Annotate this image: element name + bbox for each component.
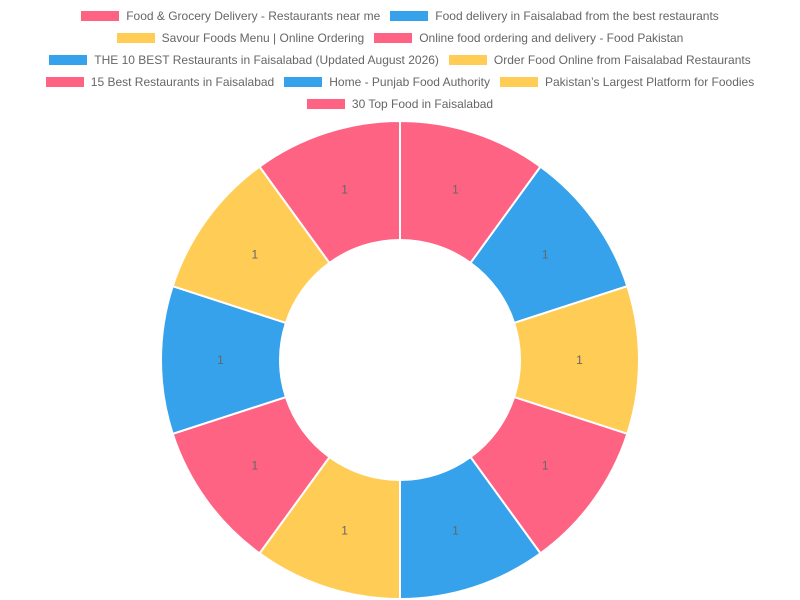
legend-label: Savour Foods Menu | Online Ordering [161,31,365,45]
slice-value-label: 1 [576,353,583,367]
slice-value-label: 1 [341,524,348,538]
slice-value-label: 1 [251,459,258,473]
legend-item[interactable]: 30 Top Food in Faisalabad [306,93,494,115]
legend-swatch [49,55,88,65]
legend-item[interactable]: Online food ordering and delivery - Food… [374,27,683,49]
legend-swatch [116,33,155,43]
slice-value-label: 1 [341,182,348,196]
legend-label: Order Food Online from Faisalabad Restau… [493,53,751,67]
slice-label-group: 1 1 1 1 1 1 1 1 1 1 [217,182,583,537]
legend-item[interactable]: Food delivery in Faisalabad from the bes… [390,5,719,27]
legend-item[interactable]: Order Food Online from Faisalabad Restau… [448,49,751,71]
legend-item[interactable]: THE 10 BEST Restaurants in Faisalabad (U… [49,49,439,71]
legend-swatch [390,11,429,21]
legend-swatch [306,99,345,109]
slice-value-label: 1 [542,247,549,261]
legend-swatch [45,77,84,87]
legend-swatch [81,11,120,21]
legend-label: THE 10 BEST Restaurants in Faisalabad (U… [94,53,439,67]
legend-label: Pakistan’s Largest Platform for Foodies [545,75,755,89]
legend-swatch [374,33,413,43]
legend-swatch [448,55,487,65]
doughnut-slice[interactable] [258,119,401,265]
chart-legend: Food & Grocery Delivery - Restaurants ne… [0,5,800,115]
legend-item[interactable]: Savour Foods Menu | Online Ordering [116,27,365,49]
legend-label: Food & Grocery Delivery - Restaurants ne… [126,9,381,23]
slice-value-label: 1 [217,353,224,367]
legend-swatch [284,77,323,87]
slice-value-label: 1 [452,524,459,538]
legend-item[interactable]: Home - Punjab Food Authority [284,71,490,93]
legend-label: Food delivery in Faisalabad from the bes… [435,9,719,23]
legend-item[interactable]: 15 Best Restaurants in Faisalabad [45,71,275,93]
slice-group [159,119,640,600]
legend-label: Home - Punjab Food Authority [329,75,490,89]
legend-item[interactable]: Pakistan’s Largest Platform for Foodies [500,71,754,93]
legend-label: Online food ordering and delivery - Food… [419,31,684,45]
slice-value-label: 1 [452,182,459,196]
slice-value-label: 1 [542,459,549,473]
legend-label: 30 Top Food in Faisalabad [351,97,494,111]
legend-item[interactable]: Food & Grocery Delivery - Restaurants ne… [81,5,380,27]
legend-label: 15 Best Restaurants in Faisalabad [90,75,275,89]
slice-value-label: 1 [251,247,258,261]
legend-swatch [500,77,538,87]
